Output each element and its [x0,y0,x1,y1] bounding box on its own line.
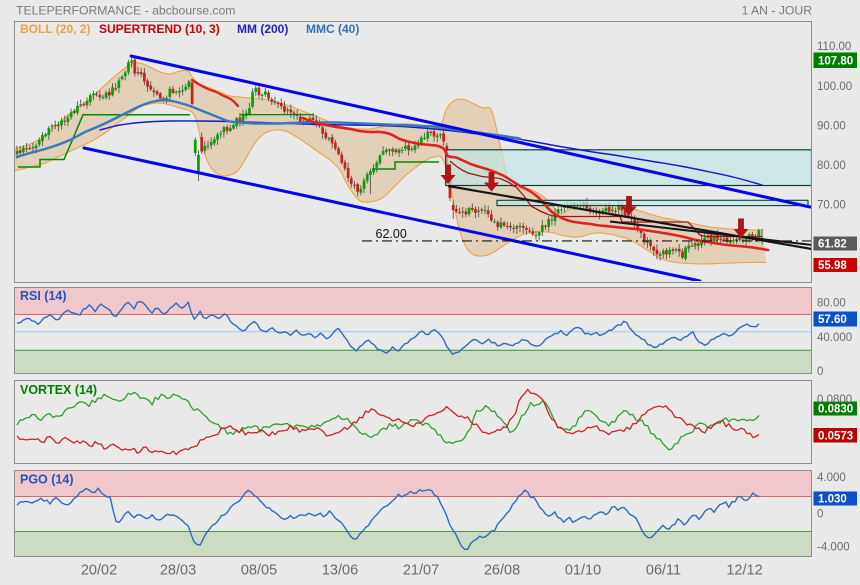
svg-text:VORTEX (14): VORTEX (14) [20,383,97,397]
svg-text:TELEPERFORMANCE - abcbourse.co: TELEPERFORMANCE - abcbourse.com [16,4,235,18]
svg-text:RSI (14): RSI (14) [20,289,67,303]
svg-text:40.000: 40.000 [817,332,852,344]
svg-text:-4.000: -4.000 [817,541,850,553]
svg-text:100.00: 100.00 [817,81,852,93]
svg-text:55.98: 55.98 [818,260,847,272]
svg-text:62.00: 62.00 [376,227,407,241]
svg-text:PGO (14): PGO (14) [20,473,74,487]
svg-text:0.0830: 0.0830 [818,404,853,416]
svg-text:1 AN - JOUR: 1 AN - JOUR [742,4,813,18]
svg-text:61.82: 61.82 [818,239,847,251]
svg-text:06/11: 06/11 [646,563,681,579]
svg-text:01/10: 01/10 [565,563,601,579]
svg-text:28/03: 28/03 [160,563,196,579]
svg-text:0.0573: 0.0573 [818,430,853,442]
svg-text:80.00: 80.00 [817,297,846,309]
svg-text:90.00: 90.00 [817,121,846,133]
svg-text:MMC (40): MMC (40) [306,22,359,36]
svg-text:1.030: 1.030 [818,494,847,506]
svg-text:21/07: 21/07 [403,563,439,579]
svg-text:0: 0 [817,366,823,378]
svg-text:08/05: 08/05 [241,563,277,579]
svg-text:BOLL (20, 2): BOLL (20, 2) [20,22,90,36]
svg-text:4.000: 4.000 [817,472,846,484]
svg-text:MM (200): MM (200) [237,22,288,36]
svg-text:80.00: 80.00 [817,160,846,172]
svg-text:0: 0 [817,509,823,521]
svg-text:12/12: 12/12 [726,563,762,579]
svg-text:0.0800: 0.0800 [817,394,852,406]
svg-text:SUPERTREND (10, 3): SUPERTREND (10, 3) [99,22,220,36]
svg-text:26/08: 26/08 [484,563,520,579]
svg-text:13/06: 13/06 [322,563,358,579]
svg-text:20/02: 20/02 [81,563,117,579]
svg-text:110.00: 110.00 [817,41,851,53]
svg-text:57.60: 57.60 [818,314,847,326]
svg-text:107.80: 107.80 [818,56,853,68]
svg-text:70.00: 70.00 [817,200,846,212]
